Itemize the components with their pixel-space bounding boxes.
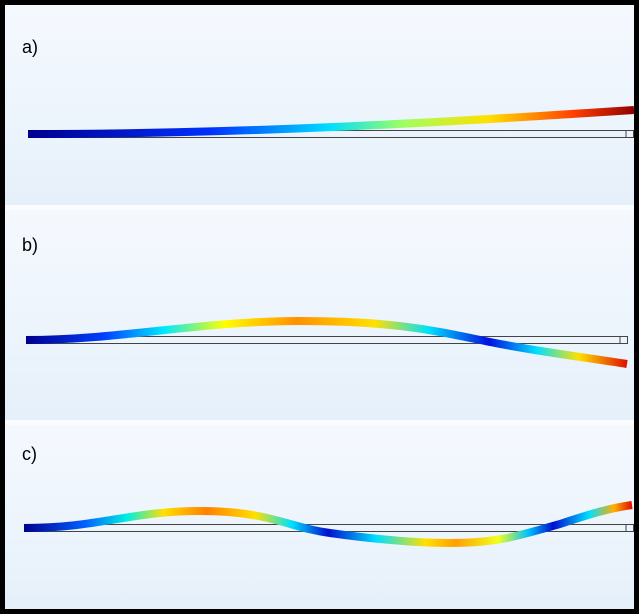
mode-shape-3 xyxy=(23,501,633,548)
panel-background xyxy=(5,425,634,609)
mode-shape-1 xyxy=(27,106,635,138)
panel-label: c) xyxy=(22,444,37,464)
separator xyxy=(5,205,634,210)
panel-label: a) xyxy=(22,37,38,57)
separator xyxy=(5,420,634,425)
mode-shape-2 xyxy=(25,316,628,368)
panel-background xyxy=(5,210,634,420)
panel-label: b) xyxy=(22,235,38,255)
panel-background xyxy=(5,5,634,205)
